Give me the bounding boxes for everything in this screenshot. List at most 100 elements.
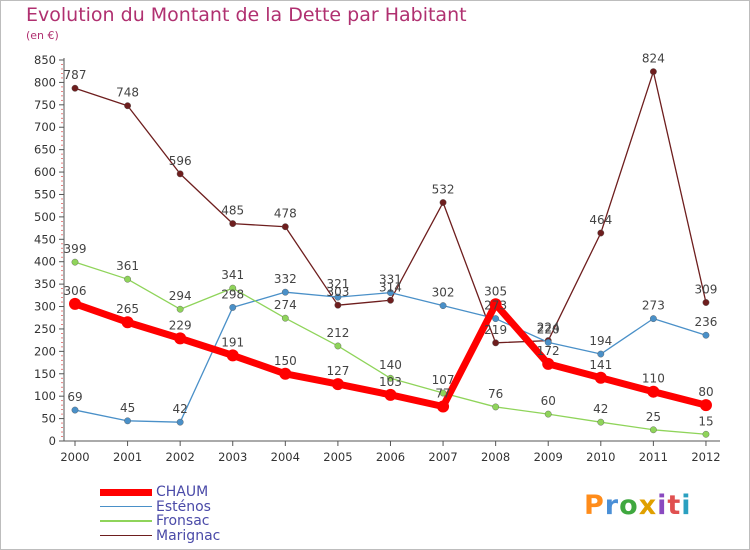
data-point-chaum [437, 400, 450, 413]
data-point-marignac [124, 102, 131, 110]
data-label: 191 [221, 335, 244, 349]
data-point-esténos [649, 315, 657, 323]
x-tick-label: 2007 [428, 450, 457, 464]
data-point-fronsac [597, 418, 605, 426]
data-point-marignac [649, 68, 657, 76]
legend-label: Esténos [156, 498, 211, 515]
y-tick-label: 850 [34, 53, 56, 67]
data-label: 107 [432, 373, 455, 387]
data-label: 321 [326, 277, 349, 291]
data-point-marignac [387, 296, 394, 304]
data-point-chaum [279, 367, 292, 380]
legend-swatch [100, 505, 152, 508]
x-tick-label: 2001 [113, 450, 142, 464]
data-label: 399 [64, 242, 87, 256]
data-label: 172 [537, 344, 560, 358]
data-label: 478 [274, 207, 297, 221]
data-label: 294 [169, 289, 192, 303]
data-point-fronsac [334, 342, 342, 350]
data-label: 309 [695, 282, 718, 296]
y-tick-label: 350 [34, 277, 56, 291]
data-point-fronsac [281, 314, 289, 322]
proxiti-logo: Proxiti [584, 490, 692, 521]
data-point-marignac [71, 84, 79, 92]
data-label: 236 [695, 315, 718, 329]
data-point-chaum [489, 298, 502, 311]
data-point-fronsac [387, 374, 394, 382]
y-tick-label: 650 [34, 143, 56, 157]
data-point-fronsac [492, 403, 500, 411]
data-point-chaum [542, 357, 555, 370]
y-tick-label: 700 [34, 120, 56, 134]
data-label: 464 [589, 213, 612, 227]
data-label: 42 [173, 402, 188, 416]
data-label: 748 [116, 86, 139, 100]
x-tick-label: 2008 [481, 450, 510, 464]
data-label: 103 [379, 375, 402, 389]
data-point-esténos [492, 315, 500, 323]
y-tick-label: 450 [34, 232, 56, 246]
data-point-esténos [439, 302, 447, 310]
y-tick-label: 800 [34, 75, 56, 89]
data-point-chaum [331, 378, 344, 391]
x-tick-label: 2010 [586, 450, 615, 464]
data-label: 150 [274, 354, 297, 368]
data-label: 265 [116, 302, 139, 316]
data-point-fronsac [649, 426, 657, 434]
data-label: 45 [120, 401, 135, 415]
data-label: 77 [435, 386, 450, 400]
x-tick-label: 2002 [166, 450, 195, 464]
data-label: 140 [379, 358, 402, 372]
data-label: 532 [432, 183, 455, 197]
data-point-fronsac [229, 284, 237, 292]
data-point-marignac [176, 170, 184, 178]
x-tick-label: 2004 [271, 450, 300, 464]
data-point-fronsac [702, 430, 710, 438]
data-label: 224 [537, 321, 560, 335]
legend-label: Fronsac [156, 513, 210, 529]
data-point-marignac [439, 199, 447, 206]
x-tick-label: 2011 [639, 450, 668, 464]
y-tick-label: 50 [41, 412, 56, 426]
data-label: 341 [221, 268, 244, 282]
y-tick-label: 300 [34, 300, 56, 314]
data-point-chaum [69, 297, 81, 310]
data-point-marignac [229, 220, 237, 228]
data-point-esténos [387, 289, 394, 297]
data-point-chaum [647, 385, 660, 398]
data-label: 212 [326, 326, 349, 340]
data-label: 305 [484, 284, 507, 298]
data-label: 273 [484, 299, 507, 313]
data-point-fronsac [176, 305, 184, 313]
data-point-chaum [699, 399, 712, 412]
y-tick-label: 400 [34, 255, 56, 269]
data-point-chaum [226, 349, 239, 362]
data-point-fronsac [124, 275, 131, 283]
data-label: 229 [169, 318, 192, 332]
data-label: 60 [541, 394, 556, 408]
x-tick-label: 2003 [218, 450, 247, 464]
data-point-chaum [594, 371, 607, 384]
legend-label: Marignac [156, 527, 221, 544]
data-point-esténos [71, 406, 79, 414]
y-tick-label: 500 [34, 210, 56, 224]
x-tick-label: 2006 [376, 450, 405, 464]
legend-label: CHAUM [156, 484, 209, 500]
y-tick-label: 150 [34, 367, 56, 381]
data-label: 15 [698, 414, 713, 428]
y-tick-label: 600 [34, 165, 56, 179]
data-point-esténos [124, 417, 131, 425]
data-label: 303 [326, 285, 349, 299]
data-label: 76 [488, 387, 503, 401]
data-label: 194 [589, 334, 612, 348]
legend-swatch [100, 520, 152, 522]
data-point-esténos [176, 418, 184, 426]
data-label: 273 [642, 299, 665, 313]
data-point-esténos [281, 288, 289, 296]
legend-swatch [100, 488, 152, 496]
data-label: 314 [379, 280, 402, 294]
y-tick-label: 0 [49, 434, 56, 448]
data-label: 69 [67, 390, 82, 404]
